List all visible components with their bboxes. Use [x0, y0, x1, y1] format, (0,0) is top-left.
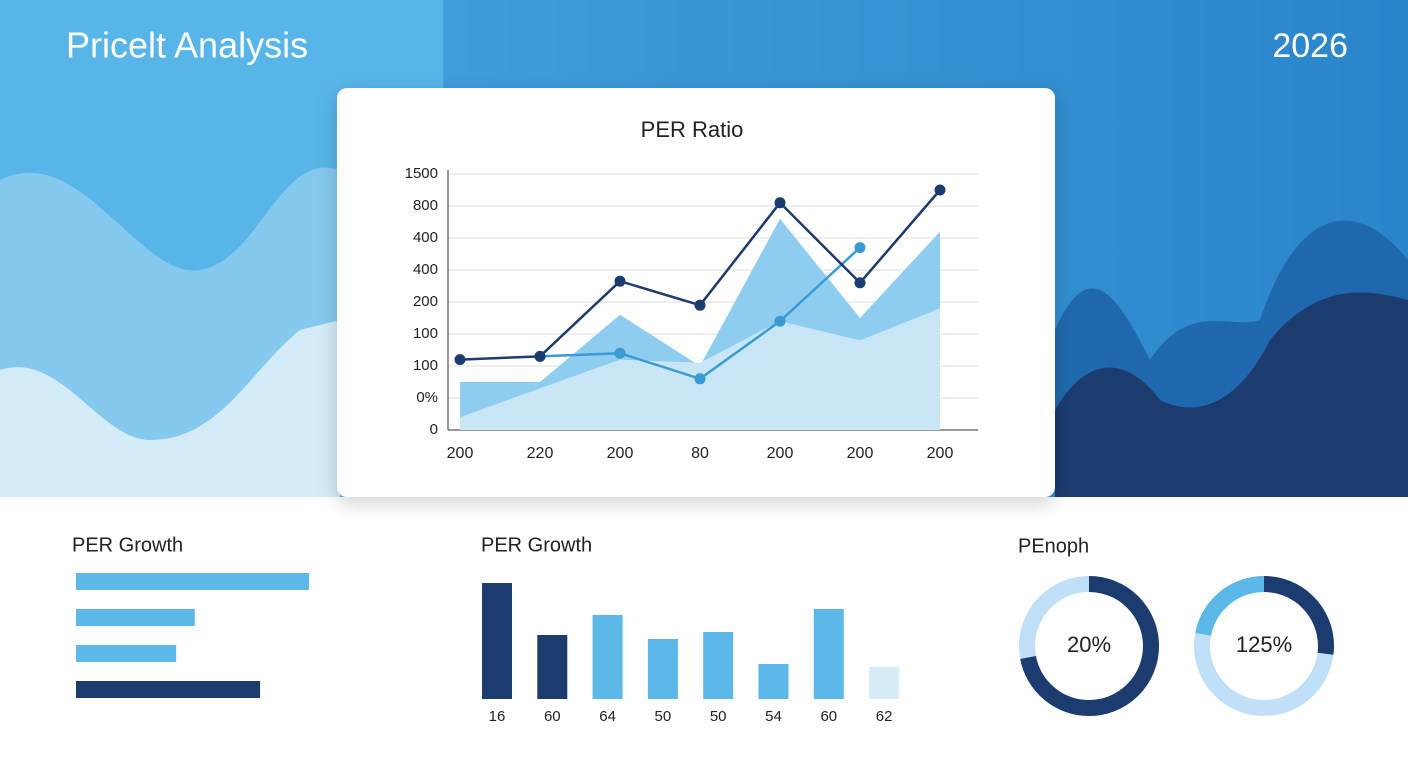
- x-tick-label: 62: [876, 708, 893, 725]
- point: [614, 275, 626, 287]
- point: [774, 197, 786, 209]
- y-tick-label: 100: [413, 357, 438, 374]
- x-tick-label: 200: [927, 445, 954, 462]
- bar: [758, 664, 789, 699]
- title: Pricelt Analysis: [66, 25, 308, 66]
- chart-title: PEnoph: [1018, 535, 1089, 557]
- point: [854, 277, 866, 289]
- x-tick-label: 60: [820, 708, 837, 725]
- bar: [482, 583, 512, 699]
- point: [534, 350, 546, 362]
- area: [460, 308, 940, 430]
- y-tick-label: 1500: [405, 165, 438, 182]
- bar: [76, 681, 261, 698]
- x-tick-label: 80: [691, 445, 709, 462]
- card: [337, 88, 1055, 497]
- bar: [76, 573, 309, 590]
- y-tick-label: 0%: [416, 389, 438, 406]
- x-tick-label: 64: [599, 708, 616, 725]
- x-tick-label: 200: [447, 445, 474, 462]
- chart-title: PER Growth: [72, 534, 183, 556]
- donut-label: 20%: [1067, 632, 1111, 657]
- bar: [813, 609, 844, 699]
- y-tick-label: 400: [413, 229, 438, 246]
- bar: [869, 667, 900, 699]
- point: [854, 242, 866, 254]
- point: [694, 373, 706, 385]
- point: [614, 347, 626, 359]
- year: 2026: [1272, 27, 1348, 65]
- x-tick-label: 54: [765, 708, 782, 725]
- x-tick-label: 200: [607, 445, 634, 462]
- x-tick-label: 50: [655, 708, 672, 725]
- point: [694, 299, 706, 311]
- donut-segment: [1194, 576, 1334, 716]
- x-tick-label: 200: [847, 445, 874, 462]
- x-tick-label: 60: [544, 708, 561, 725]
- x-tick-label: 220: [527, 445, 554, 462]
- bar: [703, 632, 734, 699]
- x-tick-label: 16: [489, 708, 506, 725]
- x-tick-label: 200: [767, 445, 794, 462]
- bar: [537, 635, 568, 699]
- chart-title: PER Ratio: [641, 117, 744, 142]
- bar: [592, 615, 623, 699]
- y-tick-label: 200: [413, 293, 438, 310]
- y-tick-label: 0: [430, 421, 438, 438]
- x-tick-label: 50: [710, 708, 727, 725]
- donut-label: 125%: [1236, 632, 1292, 657]
- wave: [1055, 292, 1408, 497]
- point: [934, 184, 946, 196]
- bar: [647, 639, 678, 699]
- y-tick-label: 800: [413, 197, 438, 214]
- wave: [0, 320, 340, 497]
- chart-title: PER Growth: [481, 534, 592, 556]
- donut-segment: [1019, 576, 1159, 716]
- point: [774, 315, 786, 327]
- bar: [76, 645, 177, 662]
- bar: [76, 609, 195, 626]
- point: [454, 354, 466, 366]
- y-tick-label: 400: [413, 261, 438, 278]
- y-tick-label: 100: [413, 325, 438, 342]
